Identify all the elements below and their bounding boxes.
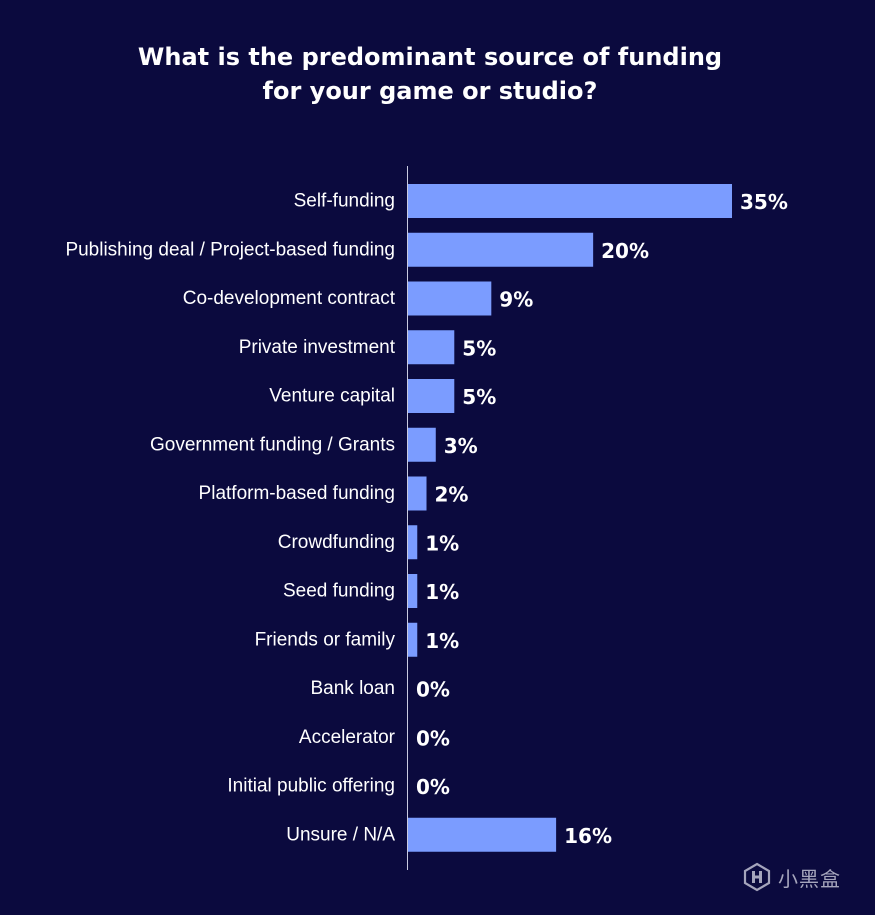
value-label: 9% — [499, 288, 533, 312]
watermark: 小黑盒 — [742, 858, 841, 896]
bar — [408, 379, 455, 413]
category-label: Bank loan — [310, 678, 395, 699]
watermark-text: 小黑盒 — [778, 866, 841, 891]
bar — [408, 574, 418, 608]
category-label: Self-funding — [294, 191, 395, 212]
bar — [408, 622, 418, 657]
value-label: 35% — [740, 190, 788, 214]
category-label: Seed funding — [283, 581, 395, 602]
value-label: 16% — [564, 824, 612, 848]
heybox-logo-icon — [743, 862, 771, 892]
value-label: 0% — [416, 775, 450, 799]
category-label: Publishing deal / Project-based funding — [65, 239, 395, 260]
value-label: 3% — [444, 434, 478, 458]
value-label: 0% — [416, 726, 450, 750]
value-label: 5% — [462, 385, 496, 409]
value-label: 1% — [425, 580, 459, 604]
category-label: Crowdfunding — [278, 532, 395, 553]
value-label: 0% — [416, 678, 450, 702]
bars-group — [408, 184, 732, 852]
bar — [408, 525, 418, 560]
value-label: 1% — [425, 629, 459, 653]
category-label: Initial public offering — [227, 776, 395, 797]
category-label: Platform-based funding — [199, 483, 395, 504]
value-label: 2% — [435, 483, 469, 507]
bar — [408, 330, 455, 365]
category-label: Government funding / Grants — [150, 434, 395, 455]
bar — [408, 232, 594, 267]
value-label: 20% — [601, 239, 649, 263]
category-label: Unsure / N/A — [286, 824, 395, 845]
chart-title: What is the predominant source of fundin… — [137, 43, 723, 105]
bar — [408, 184, 732, 218]
value-label: 1% — [425, 531, 459, 555]
category-label: Co-development contract — [183, 288, 396, 309]
category-labels-group: Self-funding Publishing deal / Project-ba… — [65, 191, 395, 846]
value-labels-group: 35%20%9%5%5%3%2%1%1%1%0%0%0%16% — [416, 190, 788, 848]
bar — [408, 476, 427, 511]
bar — [408, 427, 436, 462]
bar — [408, 281, 492, 316]
value-label: 5% — [462, 336, 496, 360]
category-label: Private investment — [239, 337, 396, 358]
bar — [408, 817, 557, 852]
category-label: Venture capital — [269, 386, 395, 407]
category-label: Accelerator — [299, 727, 396, 748]
category-label: Friends or family — [255, 629, 396, 650]
